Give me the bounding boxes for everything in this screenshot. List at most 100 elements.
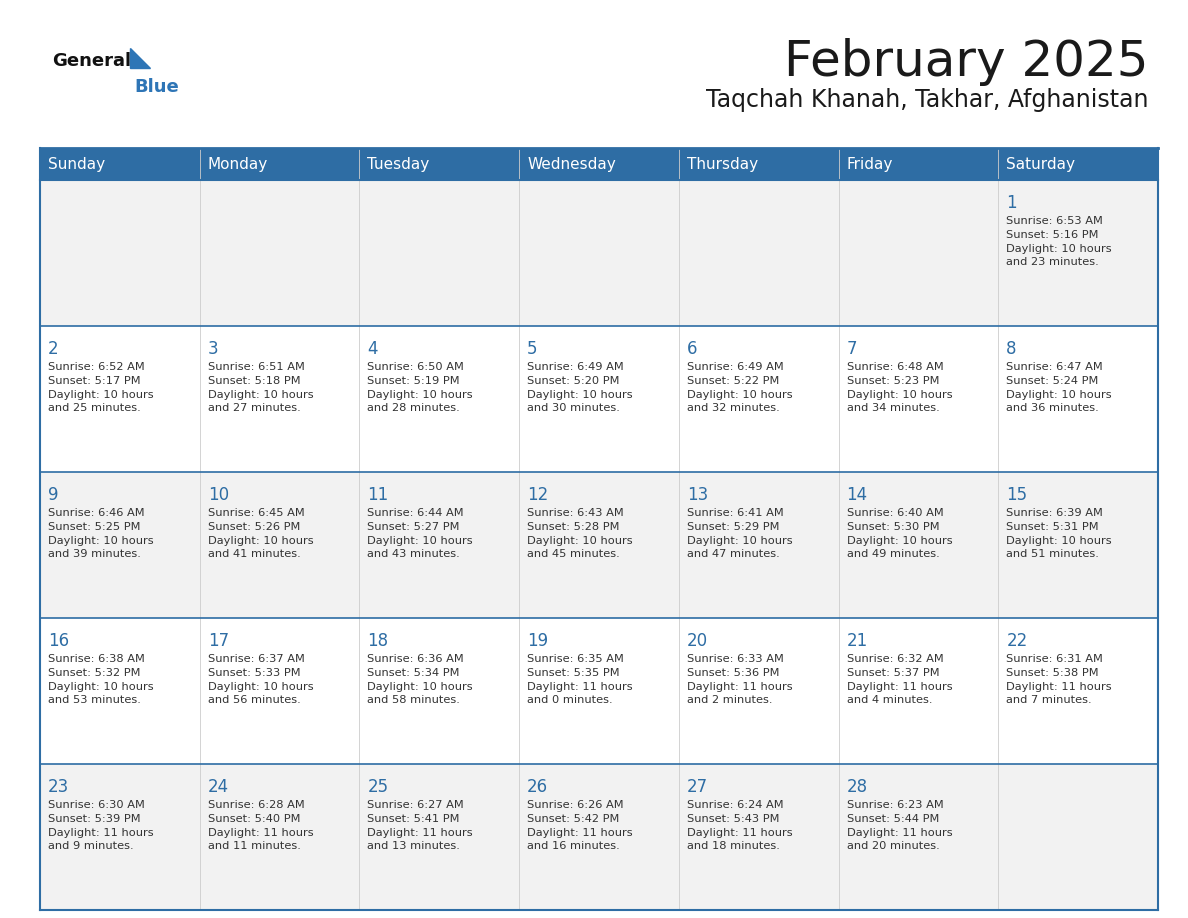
Text: Sunrise: 6:50 AM: Sunrise: 6:50 AM [367, 362, 465, 372]
Text: Sunrise: 6:24 AM: Sunrise: 6:24 AM [687, 800, 783, 810]
Text: Sunrise: 6:31 AM: Sunrise: 6:31 AM [1006, 654, 1104, 664]
Text: Sunset: 5:18 PM: Sunset: 5:18 PM [208, 376, 301, 386]
Text: Sunrise: 6:37 AM: Sunrise: 6:37 AM [208, 654, 304, 664]
Text: and 32 minutes.: and 32 minutes. [687, 403, 779, 413]
Text: 27: 27 [687, 778, 708, 796]
Text: Daylight: 11 hours: Daylight: 11 hours [527, 828, 633, 838]
Text: Sunset: 5:19 PM: Sunset: 5:19 PM [367, 376, 460, 386]
Text: 3: 3 [208, 340, 219, 358]
Text: Sunrise: 6:27 AM: Sunrise: 6:27 AM [367, 800, 465, 810]
Text: 9: 9 [48, 486, 58, 504]
Text: Sunrise: 6:49 AM: Sunrise: 6:49 AM [527, 362, 624, 372]
Text: Sunset: 5:34 PM: Sunset: 5:34 PM [367, 668, 460, 678]
Text: and 45 minutes.: and 45 minutes. [527, 549, 620, 559]
Text: Sunday: Sunday [48, 156, 105, 172]
Text: Sunset: 5:24 PM: Sunset: 5:24 PM [1006, 376, 1099, 386]
Text: Sunset: 5:29 PM: Sunset: 5:29 PM [687, 522, 779, 532]
Text: Tuesday: Tuesday [367, 156, 430, 172]
Bar [40, 764, 1158, 910]
Text: Sunrise: 6:23 AM: Sunrise: 6:23 AM [847, 800, 943, 810]
Text: 12: 12 [527, 486, 549, 504]
Text: Sunset: 5:27 PM: Sunset: 5:27 PM [367, 522, 460, 532]
Text: 13: 13 [687, 486, 708, 504]
Text: Daylight: 11 hours: Daylight: 11 hours [847, 828, 953, 838]
Text: and 27 minutes.: and 27 minutes. [208, 403, 301, 413]
Text: 11: 11 [367, 486, 388, 504]
Text: Daylight: 10 hours: Daylight: 10 hours [1006, 244, 1112, 254]
Text: Daylight: 10 hours: Daylight: 10 hours [367, 390, 473, 400]
Text: and 7 minutes.: and 7 minutes. [1006, 695, 1092, 705]
Text: and 23 minutes.: and 23 minutes. [1006, 257, 1099, 267]
Text: Daylight: 10 hours: Daylight: 10 hours [208, 682, 314, 692]
Text: 19: 19 [527, 632, 549, 650]
Text: 17: 17 [208, 632, 229, 650]
Text: Sunrise: 6:46 AM: Sunrise: 6:46 AM [48, 508, 145, 518]
Text: and 51 minutes.: and 51 minutes. [1006, 549, 1099, 559]
Text: Thursday: Thursday [687, 156, 758, 172]
Text: and 16 minutes.: and 16 minutes. [527, 841, 620, 851]
Text: and 53 minutes.: and 53 minutes. [48, 695, 141, 705]
Bar [40, 148, 1158, 180]
Text: 15: 15 [1006, 486, 1028, 504]
Text: Daylight: 11 hours: Daylight: 11 hours [527, 682, 633, 692]
Text: 20: 20 [687, 632, 708, 650]
Text: Sunrise: 6:48 AM: Sunrise: 6:48 AM [847, 362, 943, 372]
Text: Sunrise: 6:51 AM: Sunrise: 6:51 AM [208, 362, 304, 372]
Text: February 2025: February 2025 [784, 38, 1148, 86]
Text: Daylight: 10 hours: Daylight: 10 hours [48, 390, 153, 400]
Text: Sunset: 5:16 PM: Sunset: 5:16 PM [1006, 230, 1099, 240]
Text: and 39 minutes.: and 39 minutes. [48, 549, 141, 559]
Text: and 0 minutes.: and 0 minutes. [527, 695, 613, 705]
Text: Daylight: 10 hours: Daylight: 10 hours [847, 536, 953, 546]
Text: Sunset: 5:38 PM: Sunset: 5:38 PM [1006, 668, 1099, 678]
Text: Daylight: 10 hours: Daylight: 10 hours [48, 682, 153, 692]
Text: Sunrise: 6:53 AM: Sunrise: 6:53 AM [1006, 216, 1104, 226]
Text: Taqchah Khanah, Takhar, Afghanistan: Taqchah Khanah, Takhar, Afghanistan [706, 88, 1148, 112]
Text: Daylight: 10 hours: Daylight: 10 hours [527, 536, 633, 546]
Text: Sunset: 5:39 PM: Sunset: 5:39 PM [48, 814, 140, 824]
Text: Sunrise: 6:33 AM: Sunrise: 6:33 AM [687, 654, 784, 664]
Text: Daylight: 10 hours: Daylight: 10 hours [687, 536, 792, 546]
Text: Sunrise: 6:52 AM: Sunrise: 6:52 AM [48, 362, 145, 372]
Text: Monday: Monday [208, 156, 268, 172]
Text: 24: 24 [208, 778, 229, 796]
Text: Sunset: 5:35 PM: Sunset: 5:35 PM [527, 668, 620, 678]
Bar [40, 472, 1158, 618]
Text: Sunrise: 6:30 AM: Sunrise: 6:30 AM [48, 800, 145, 810]
Text: Sunset: 5:31 PM: Sunset: 5:31 PM [1006, 522, 1099, 532]
Text: Sunrise: 6:43 AM: Sunrise: 6:43 AM [527, 508, 624, 518]
Text: Wednesday: Wednesday [527, 156, 615, 172]
Text: Daylight: 10 hours: Daylight: 10 hours [48, 536, 153, 546]
Text: Sunset: 5:26 PM: Sunset: 5:26 PM [208, 522, 301, 532]
Text: 5: 5 [527, 340, 538, 358]
Text: Sunrise: 6:38 AM: Sunrise: 6:38 AM [48, 654, 145, 664]
Text: Daylight: 11 hours: Daylight: 11 hours [687, 682, 792, 692]
Text: and 47 minutes.: and 47 minutes. [687, 549, 779, 559]
Text: Daylight: 11 hours: Daylight: 11 hours [847, 682, 953, 692]
Text: Sunset: 5:43 PM: Sunset: 5:43 PM [687, 814, 779, 824]
Text: Daylight: 10 hours: Daylight: 10 hours [208, 390, 314, 400]
Text: Daylight: 10 hours: Daylight: 10 hours [367, 536, 473, 546]
Text: Friday: Friday [847, 156, 893, 172]
Text: 23: 23 [48, 778, 69, 796]
Text: 10: 10 [208, 486, 229, 504]
Text: and 13 minutes.: and 13 minutes. [367, 841, 460, 851]
Text: Sunrise: 6:41 AM: Sunrise: 6:41 AM [687, 508, 784, 518]
Text: 14: 14 [847, 486, 867, 504]
Bar [40, 180, 1158, 326]
Text: Sunrise: 6:44 AM: Sunrise: 6:44 AM [367, 508, 465, 518]
Text: Sunset: 5:30 PM: Sunset: 5:30 PM [847, 522, 940, 532]
Text: 16: 16 [48, 632, 69, 650]
Text: and 36 minutes.: and 36 minutes. [1006, 403, 1099, 413]
Text: Sunset: 5:40 PM: Sunset: 5:40 PM [208, 814, 301, 824]
Text: 1: 1 [1006, 194, 1017, 212]
Text: Daylight: 10 hours: Daylight: 10 hours [527, 390, 633, 400]
Text: and 28 minutes.: and 28 minutes. [367, 403, 460, 413]
Text: Sunset: 5:37 PM: Sunset: 5:37 PM [847, 668, 940, 678]
Text: and 4 minutes.: and 4 minutes. [847, 695, 933, 705]
Text: 4: 4 [367, 340, 378, 358]
Polygon shape [129, 48, 150, 68]
Text: Sunrise: 6:36 AM: Sunrise: 6:36 AM [367, 654, 465, 664]
Text: Daylight: 10 hours: Daylight: 10 hours [1006, 536, 1112, 546]
Text: Sunrise: 6:26 AM: Sunrise: 6:26 AM [527, 800, 624, 810]
